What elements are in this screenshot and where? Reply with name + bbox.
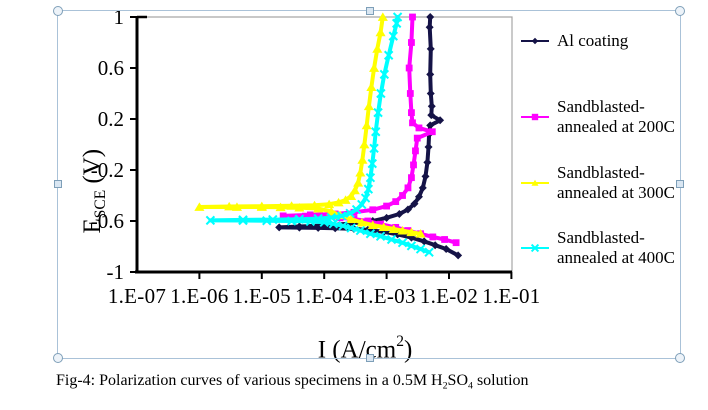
x-tick-label: 1.E-04 xyxy=(295,284,354,308)
series-sandblasted-annealed-at-400c xyxy=(205,12,434,257)
series-sandblasted-annealed-at-300c xyxy=(194,12,426,238)
x-tick-label: 1.E-05 xyxy=(232,284,291,308)
y-tick-label: -0.2 xyxy=(90,158,124,182)
y-tick-label: 0.2 xyxy=(97,107,124,131)
legend-label: Sandblasted-annealed at 300C xyxy=(557,163,676,202)
x-tick-label: 1.E-02 xyxy=(419,284,479,308)
diamond-marker-icon xyxy=(521,37,549,44)
square-marker-icon xyxy=(521,113,549,120)
x-tick-label: 1.E-06 xyxy=(170,284,229,308)
legend-label: Sandblasted-annealed at 400C xyxy=(557,228,676,267)
y-tick-label: 1 xyxy=(113,5,125,29)
x-tick-label: 1.E-07 xyxy=(107,284,167,308)
y-tick-label: -0.6 xyxy=(90,209,124,233)
plot-area-border xyxy=(137,16,513,272)
series-sandblasted-annealed-at-200c xyxy=(279,13,460,247)
triangle-marker-icon xyxy=(521,179,549,186)
legend-label: Al coating xyxy=(557,31,629,50)
y-tick-label: 0.6 xyxy=(97,56,124,80)
y-tick-label: -1 xyxy=(106,260,125,284)
x-tick-label: 1.E-03 xyxy=(357,284,416,308)
selection-handle-bottom-right[interactable] xyxy=(675,353,685,363)
legend-item-sandblasted-annealed-at-200c: Sandblasted-annealed at 200C xyxy=(519,97,675,136)
x-marker-icon xyxy=(521,243,549,252)
series-al-coating xyxy=(275,13,463,260)
legend-label: Sandblasted-annealed at 200C xyxy=(557,97,676,136)
legend-item-al-coating: Al coating xyxy=(519,31,628,51)
selection-handle-top-left[interactable] xyxy=(53,6,63,16)
legend-item-sandblasted-annealed-at-400c: Sandblasted-annealed at 400C xyxy=(519,228,675,267)
legend-item-sandblasted-annealed-at-300c: Sandblasted-annealed at 300C xyxy=(519,163,675,202)
figure-caption[interactable]: Fig-4: Polarization curves of various sp… xyxy=(56,372,529,392)
x-tick-label: 1.E-01 xyxy=(482,284,541,308)
selection-handle-top-right[interactable] xyxy=(675,6,685,16)
selection-handle-middle-right[interactable] xyxy=(676,180,684,188)
selection-handle-top-middle[interactable] xyxy=(366,7,374,15)
image-selection-frame[interactable] xyxy=(53,6,685,363)
selection-handle-bottom-left[interactable] xyxy=(53,353,63,363)
selection-handle-bottom-middle[interactable] xyxy=(366,354,374,362)
selection-handle-middle-left[interactable] xyxy=(54,180,62,188)
